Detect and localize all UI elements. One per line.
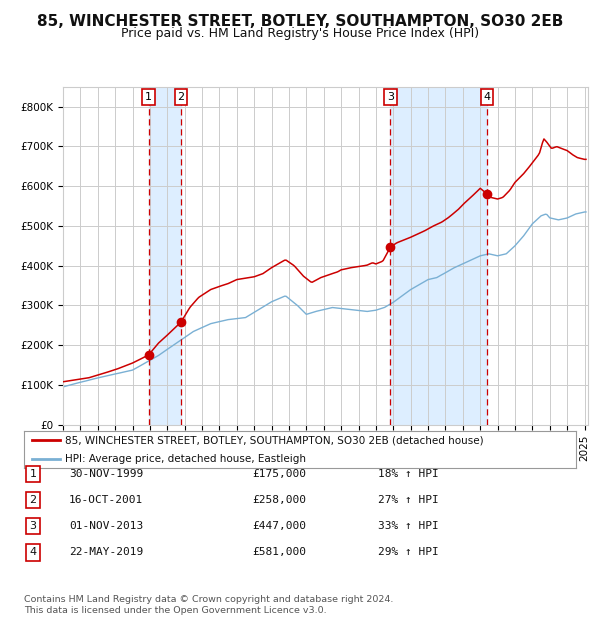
Text: £175,000: £175,000: [252, 469, 306, 479]
Text: £258,000: £258,000: [252, 495, 306, 505]
Text: 3: 3: [29, 521, 37, 531]
Bar: [149, 87, 181, 425]
Text: This data is licensed under the Open Government Licence v3.0.: This data is licensed under the Open Gov…: [24, 606, 326, 616]
Bar: [391, 87, 487, 425]
Text: 2: 2: [29, 495, 37, 505]
Text: Contains HM Land Registry data © Crown copyright and database right 2024.: Contains HM Land Registry data © Crown c…: [24, 595, 394, 604]
Text: 85, WINCHESTER STREET, BOTLEY, SOUTHAMPTON, SO30 2EB: 85, WINCHESTER STREET, BOTLEY, SOUTHAMPT…: [37, 14, 563, 29]
Text: 4: 4: [29, 547, 37, 557]
Text: Price paid vs. HM Land Registry's House Price Index (HPI): Price paid vs. HM Land Registry's House …: [121, 27, 479, 40]
Text: HPI: Average price, detached house, Eastleigh: HPI: Average price, detached house, East…: [65, 454, 307, 464]
Text: 30-NOV-1999: 30-NOV-1999: [69, 469, 143, 479]
Text: 33% ↑ HPI: 33% ↑ HPI: [378, 521, 439, 531]
Text: 3: 3: [387, 92, 394, 102]
Text: 4: 4: [484, 92, 491, 102]
Text: 16-OCT-2001: 16-OCT-2001: [69, 495, 143, 505]
Text: 18% ↑ HPI: 18% ↑ HPI: [378, 469, 439, 479]
Text: 1: 1: [29, 469, 37, 479]
Text: 85, WINCHESTER STREET, BOTLEY, SOUTHAMPTON, SO30 2EB (detached house): 85, WINCHESTER STREET, BOTLEY, SOUTHAMPT…: [65, 435, 484, 445]
Text: £447,000: £447,000: [252, 521, 306, 531]
Text: 1: 1: [145, 92, 152, 102]
Text: 22-MAY-2019: 22-MAY-2019: [69, 547, 143, 557]
Text: 29% ↑ HPI: 29% ↑ HPI: [378, 547, 439, 557]
Text: 01-NOV-2013: 01-NOV-2013: [69, 521, 143, 531]
Text: 27% ↑ HPI: 27% ↑ HPI: [378, 495, 439, 505]
Text: £581,000: £581,000: [252, 547, 306, 557]
Text: 2: 2: [178, 92, 185, 102]
